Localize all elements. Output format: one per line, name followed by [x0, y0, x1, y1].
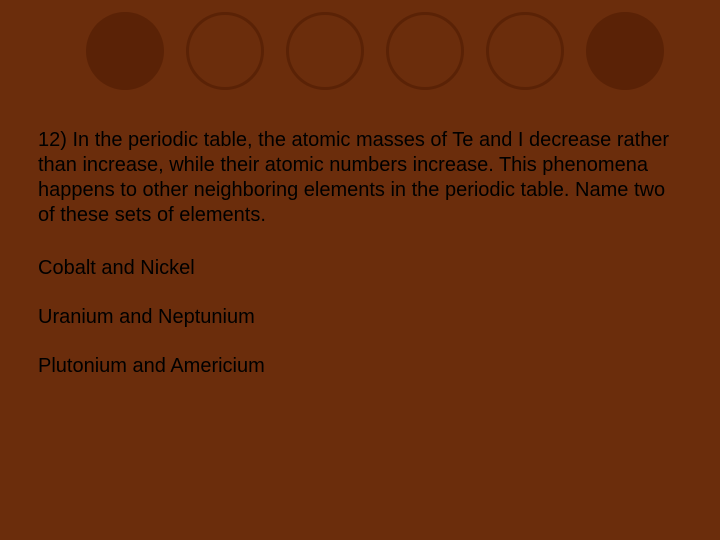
- circle-3: [286, 12, 364, 90]
- circle-2: [186, 12, 264, 90]
- circle-5: [486, 12, 564, 90]
- answer-3: Plutonium and Americium: [38, 354, 682, 379]
- question-text: 12) In the periodic table, the atomic ma…: [38, 128, 682, 228]
- slide-content: 12) In the periodic table, the atomic ma…: [38, 128, 682, 403]
- answer-2: Uranium and Neptunium: [38, 305, 682, 330]
- decorative-circles: [86, 12, 664, 90]
- answer-1: Cobalt and Nickel: [38, 256, 682, 281]
- circle-4: [386, 12, 464, 90]
- circle-1: [86, 12, 164, 90]
- circle-6: [586, 12, 664, 90]
